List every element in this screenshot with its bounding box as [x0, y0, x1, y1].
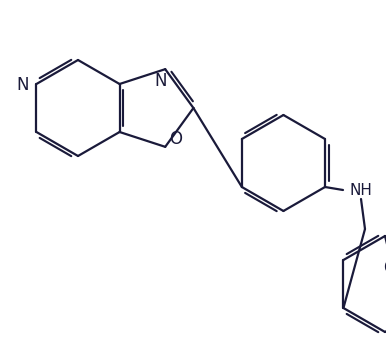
- Text: NH: NH: [349, 183, 372, 199]
- Text: O: O: [169, 130, 182, 148]
- Text: N: N: [16, 76, 29, 94]
- Text: N: N: [154, 72, 166, 90]
- Text: O: O: [384, 259, 386, 277]
